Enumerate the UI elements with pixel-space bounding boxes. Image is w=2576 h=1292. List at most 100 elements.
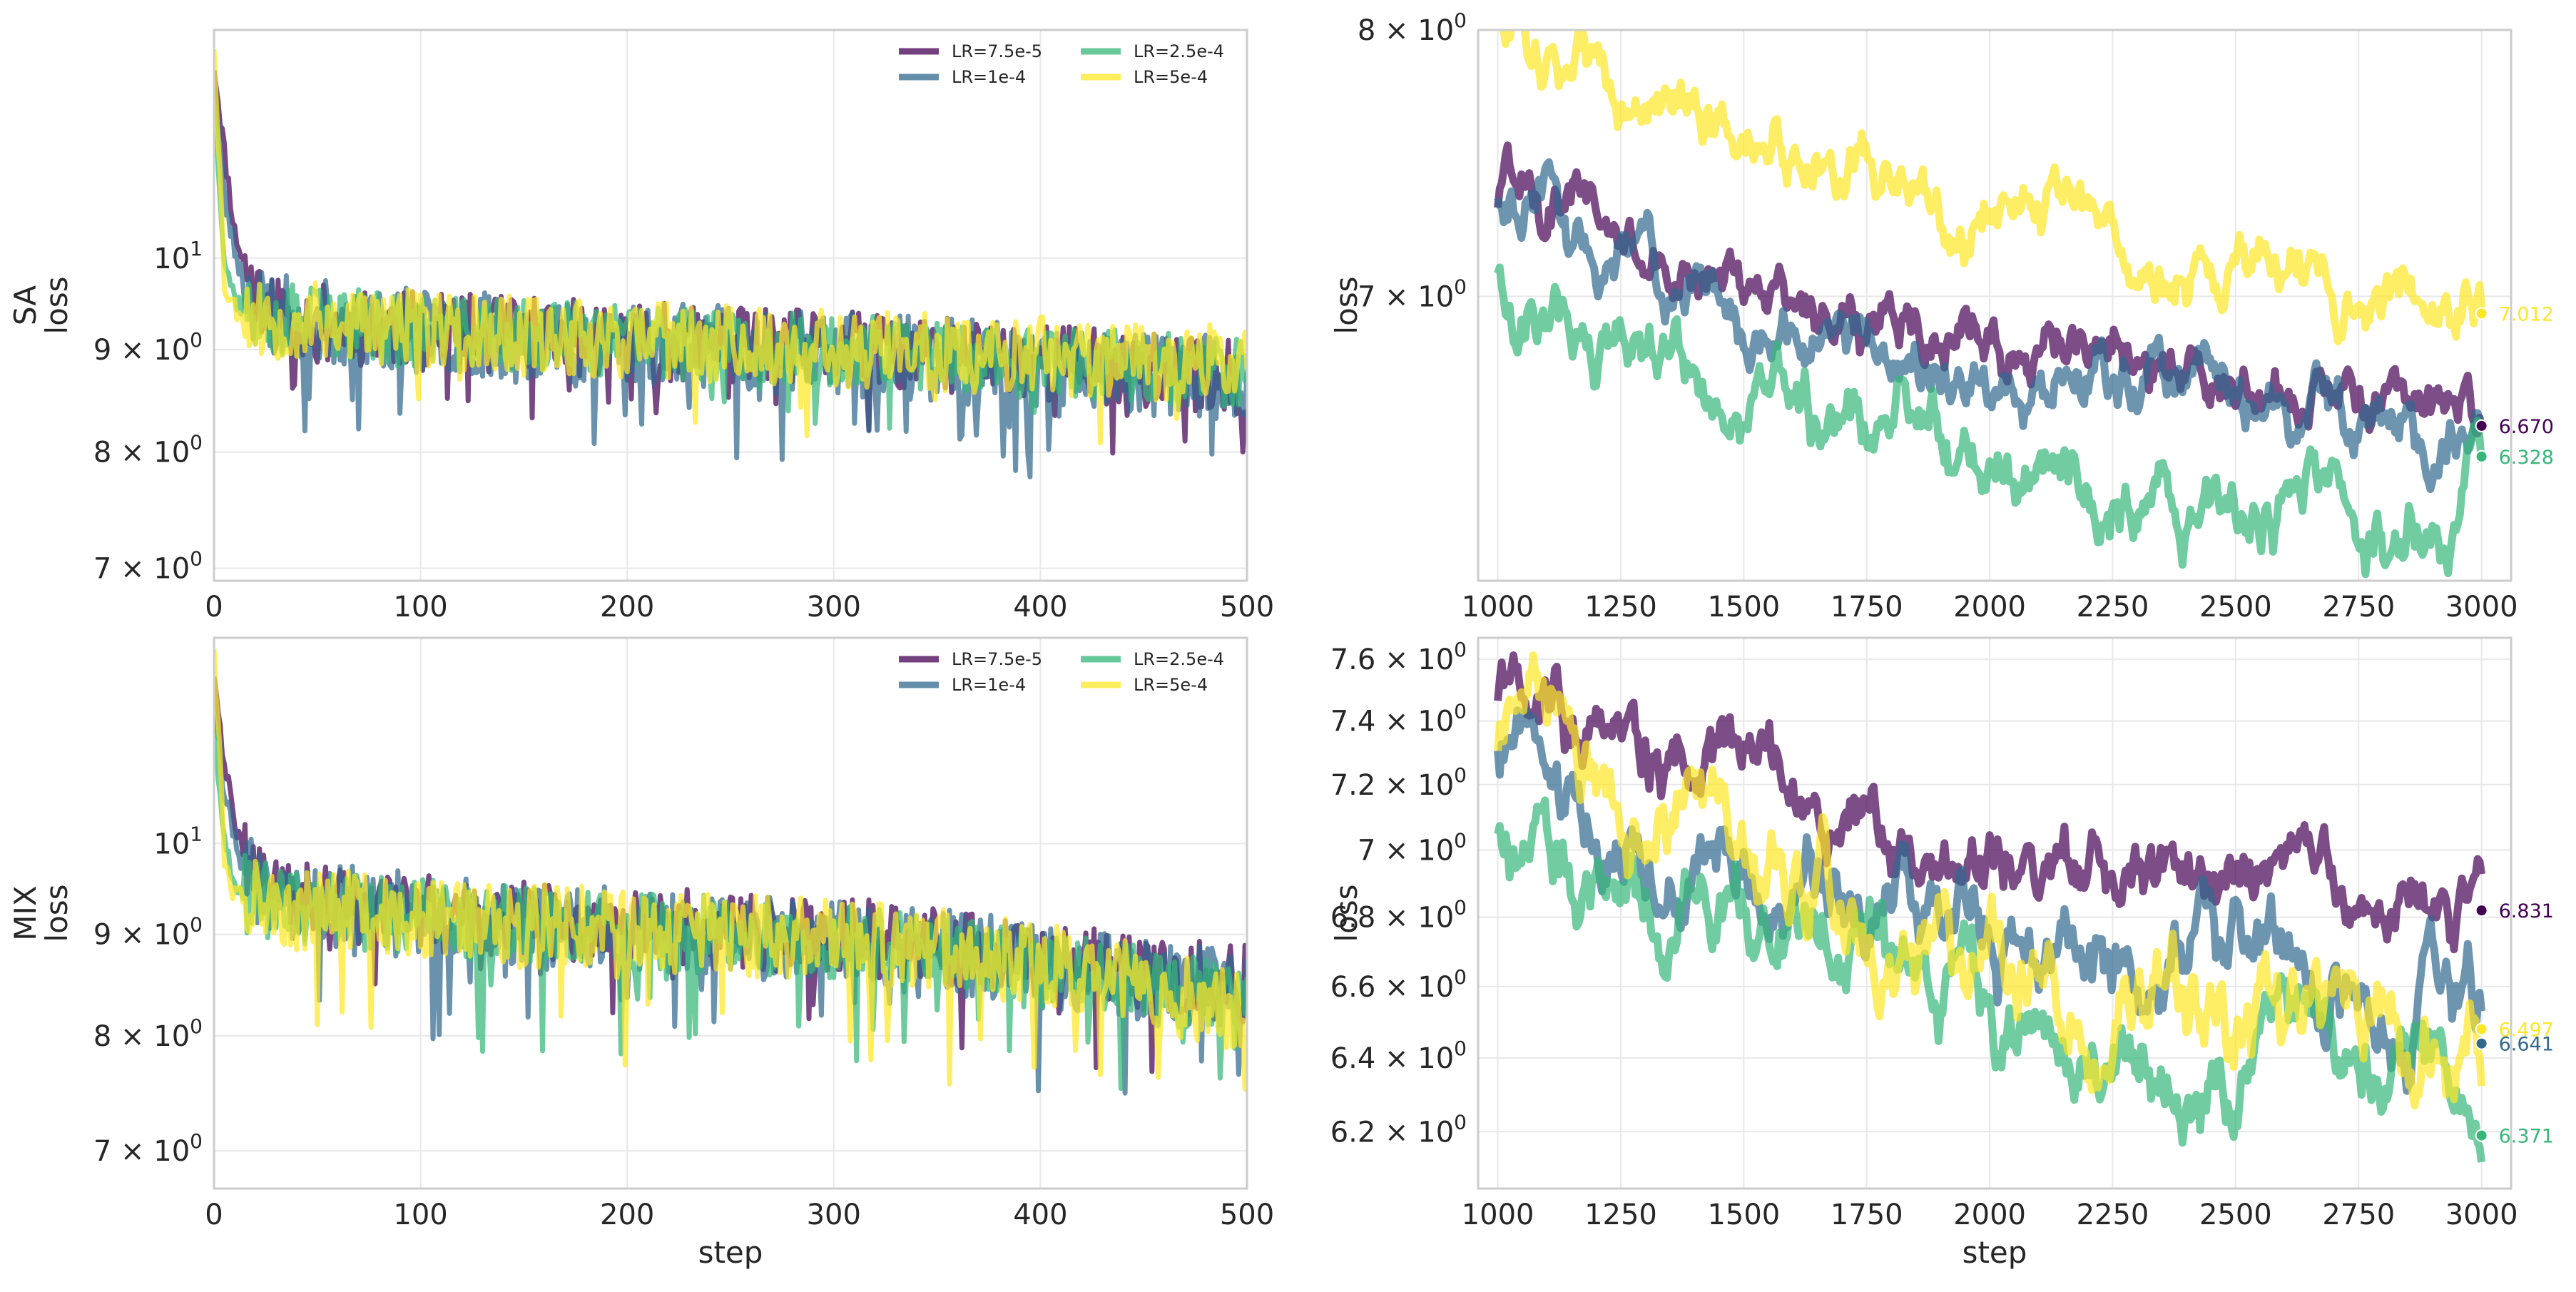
y-tick-label: 9 × 100: [93, 328, 203, 367]
y-tick-exponent: 1: [190, 823, 203, 846]
y-tick-exponent: 0: [190, 1014, 203, 1038]
y-tick-base: 10: [1417, 971, 1454, 1004]
x-tick-label: 300: [807, 1199, 861, 1231]
x-tick-label: 400: [1013, 591, 1067, 624]
y-tick-mantissa: 7: [1358, 280, 1375, 313]
y-tick-exponent: 0: [190, 546, 203, 570]
y-tick-base: 10: [1417, 1042, 1454, 1075]
y-tick-exponent: 0: [1454, 9, 1467, 32]
y-axis-label: loss: [39, 884, 74, 942]
x-tick-label: 2750: [2322, 1199, 2395, 1231]
y-tick-label: 8 × 100: [93, 431, 203, 469]
series-line-lr-7-5e-5: [1494, 651, 2486, 954]
y-tick-label: 6.8 × 100: [1330, 896, 1467, 935]
legend-label: LR=5e-4: [1134, 67, 1208, 87]
x-tick-label: 300: [807, 591, 861, 624]
series-line-lr-5e-4: [1499, 30, 2486, 345]
legend-label: LR=2.5e-4: [1134, 41, 1224, 61]
x-tick-label: 2000: [1953, 591, 2026, 624]
y-tick-label: 7 × 100: [93, 1129, 203, 1168]
y-tick-mantissa: 7.6: [1330, 644, 1376, 676]
legend-item: LR=1e-4: [899, 675, 1026, 695]
y-tick-exponent: 0: [1454, 965, 1467, 989]
legend-label: LR=1e-4: [952, 675, 1026, 695]
x-tick-label: 0: [205, 1199, 223, 1231]
y-tick-label: 7 × 100: [1358, 275, 1467, 313]
y-tick-base: 10: [1417, 280, 1454, 313]
axes-frame: [213, 29, 1248, 582]
x-tick-label: 400: [1013, 1199, 1067, 1231]
end-marker: [2475, 904, 2488, 917]
series-group: [1494, 651, 2486, 1163]
y-tick-times: ×: [111, 437, 153, 469]
row-label: SA: [8, 285, 43, 325]
x-tick-label: 2500: [2199, 591, 2272, 624]
y-tick-exponent: 0: [1454, 828, 1467, 852]
y-tick-base: 10: [1417, 706, 1454, 738]
x-tick-label: 1000: [1462, 1199, 1534, 1231]
x-tick-label: 100: [393, 591, 447, 624]
series-line-lr-1e-4: [1494, 158, 2485, 494]
y-tick-label: 6.6 × 100: [1330, 965, 1467, 1004]
y-axis-label: loss: [39, 276, 74, 334]
x-tick-label: 100: [393, 1199, 447, 1231]
legend-item: LR=5e-4: [1081, 675, 1208, 695]
legend-label: LR=7.5e-5: [952, 41, 1042, 61]
end-marker: [2475, 419, 2488, 432]
legend-item: LR=1e-4: [899, 67, 1026, 87]
axes-frame: [1477, 636, 2513, 1190]
y-tick-times: ×: [1375, 14, 1417, 47]
y-tick-times: ×: [111, 1020, 153, 1053]
y-tick-times: ×: [1375, 644, 1417, 676]
end-value-label: 6.831: [2499, 900, 2554, 922]
y-tick-base: 10: [1417, 769, 1454, 802]
end-value-label: 7.012: [2499, 303, 2554, 325]
y-tick-base: 10: [153, 1135, 190, 1168]
y-tick-mantissa: 7: [93, 1135, 111, 1168]
y-tick-times: ×: [1375, 1042, 1417, 1075]
y-axis-label: loss: [1329, 884, 1364, 942]
y-tick-base: 10: [1417, 644, 1454, 676]
y-tick-times: ×: [1375, 1116, 1417, 1149]
y-tick-exponent: 0: [1454, 275, 1467, 298]
row-label: MIX: [8, 885, 43, 940]
y-tick-base: 10: [1417, 14, 1454, 47]
y-tick-exponent: 0: [190, 1129, 203, 1153]
y-axis-label: loss: [1329, 276, 1364, 334]
y-tick-label: 7 × 100: [93, 546, 203, 585]
y-tick-times: ×: [111, 334, 153, 367]
x-tick-label: 500: [1220, 1199, 1274, 1231]
end-value-label: 6.328: [2499, 447, 2554, 469]
y-tick-mantissa: 6.2: [1330, 1116, 1376, 1149]
end-value-label: 6.497: [2499, 1019, 2554, 1042]
y-tick-times: ×: [1375, 769, 1417, 802]
legend: LR=7.5e-5 LR=1e-4 LR=2.5e-4 LR=5e-4: [899, 41, 1224, 87]
x-tick-label: 200: [600, 591, 654, 624]
y-tick-mantissa: 7.2: [1330, 769, 1376, 802]
axes-frame: [1477, 29, 2513, 582]
x-tick-label: 2250: [2077, 1199, 2149, 1231]
legend-item: LR=2.5e-4: [1081, 649, 1224, 669]
x-tick-label: 1250: [1584, 591, 1657, 624]
series-line-lr-5e-4: [214, 49, 1247, 446]
y-tick-mantissa: 7: [1358, 834, 1375, 867]
end-marker: [2475, 1129, 2488, 1142]
x-tick-label: 1000: [1462, 591, 1534, 624]
axes-frame: [213, 636, 1248, 1190]
y-tick-exponent: 0: [190, 913, 203, 937]
y-tick-times: ×: [1375, 971, 1417, 1004]
x-tick-label: 200: [600, 1199, 654, 1231]
y-tick-base: 10: [153, 243, 190, 275]
y-tick-times: ×: [111, 919, 153, 952]
x-tick-label: 2750: [2322, 591, 2395, 624]
end-marker: [2475, 1022, 2488, 1036]
y-tick-base: 10: [153, 919, 190, 952]
x-axis-label: step: [698, 1235, 763, 1270]
series-line-lr-5e-4: [214, 648, 1247, 1092]
x-tick-label: 500: [1220, 591, 1274, 624]
y-tick-mantissa: 8: [1358, 14, 1375, 47]
y-tick-label: 9 × 100: [93, 913, 203, 952]
